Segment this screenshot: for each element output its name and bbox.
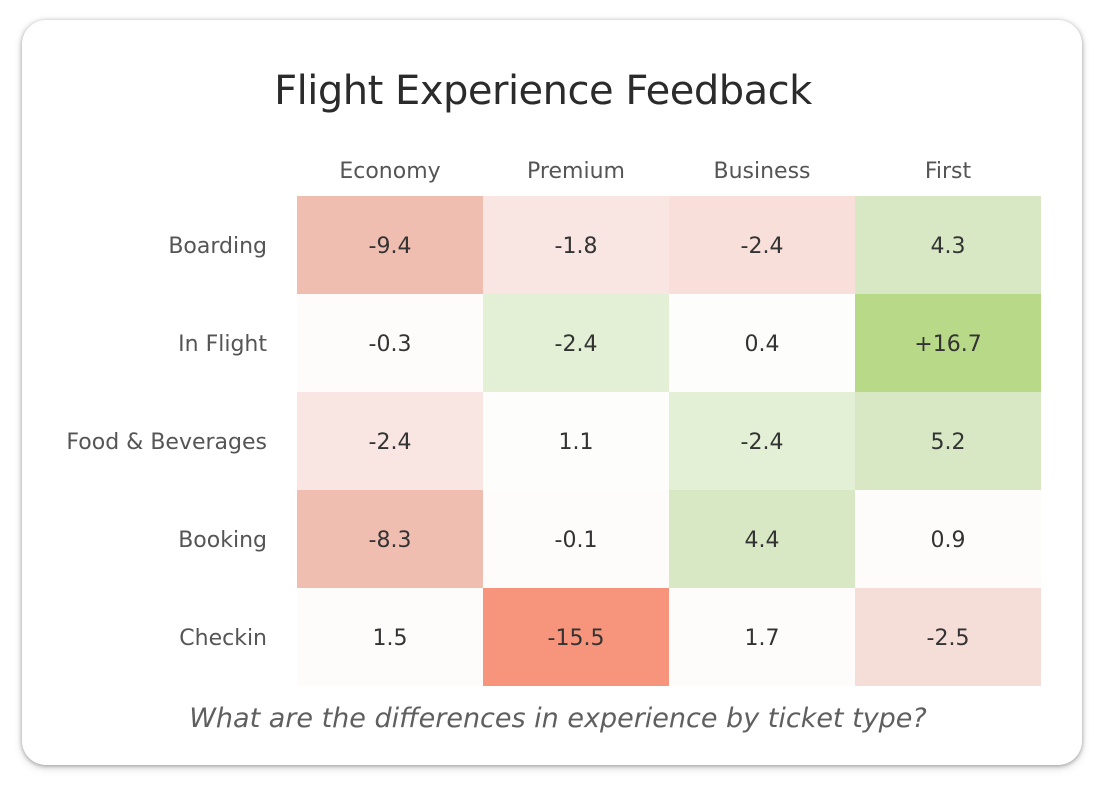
column-header-business: Business (713, 159, 810, 184)
column-headers: Economy Premium Business First (339, 159, 971, 184)
heatmap-cell-in-flight-premium (483, 294, 669, 392)
heatmap-cell-checkin-premium (483, 588, 669, 686)
heatmap-cells: -9.4 -1.8 -2.4 4.3 -0.3 -2.4 0.4 +16.7 -2.4 1.1 -2… (297, 196, 1041, 686)
row-header-booking: Booking (178, 528, 267, 553)
heatmap-cell-booking-premium (483, 490, 669, 588)
row-header-food-and-beverages: Food & Beverages (66, 430, 267, 455)
cell-value-label: -9.4 (369, 234, 412, 259)
cell-value-label: -1.8 (555, 234, 598, 259)
heatmap-cell-booking-business (669, 490, 855, 588)
heatmap-cell-in-flight-business (669, 294, 855, 392)
heatmap-cell-boarding-business (669, 196, 855, 294)
heatmap-cell-checkin-first (855, 588, 1041, 686)
row-headers: Boarding In Flight Food & Beverages Booking… (66, 234, 267, 651)
cell-value-label: -15.5 (548, 626, 605, 651)
cell-value-label: 1.5 (373, 626, 408, 651)
heatmap-cell-in-flight-first (855, 294, 1041, 392)
cell-value-label: -2.4 (741, 430, 784, 455)
heatmap-cell-boarding-first (855, 196, 1041, 294)
cell-value-label: 0.9 (931, 528, 966, 553)
cell-value-label: -2.5 (927, 626, 970, 651)
heatmap-cell-food-and-beverages-premium (483, 392, 669, 490)
heatmap-cell-booking-economy (297, 490, 483, 588)
cell-value-label: 0.4 (745, 332, 780, 357)
cell-value-label: -2.4 (369, 430, 412, 455)
cell-value-label: -8.3 (369, 528, 412, 553)
cell-value-label: -0.3 (369, 332, 412, 357)
cell-value-label: 1.1 (559, 430, 594, 455)
column-header-first: First (925, 159, 972, 184)
column-header-economy: Economy (339, 159, 440, 184)
heatmap-cell-food-and-beverages-first (855, 392, 1041, 490)
heatmap-cell-in-flight-economy (297, 294, 483, 392)
chart-subtitle: What are the differences in experience b… (189, 703, 927, 734)
cell-value-label: 1.7 (745, 626, 780, 651)
cell-value-label: 4.4 (745, 528, 780, 553)
cell-value-label: -2.4 (741, 234, 784, 259)
chart-title: Flight Experience Feedback (274, 68, 812, 114)
heatmap-cell-boarding-economy (297, 196, 483, 294)
row-header-checkin: Checkin (179, 626, 267, 651)
cell-value-label: -0.1 (555, 528, 598, 553)
heatmap-cell-boarding-premium (483, 196, 669, 294)
cell-value-label: 5.2 (931, 430, 966, 455)
row-header-boarding: Boarding (168, 234, 267, 259)
heatmap-cell-food-and-beverages-business (669, 392, 855, 490)
row-header-in-flight: In Flight (178, 332, 267, 357)
heatmap-cell-food-and-beverages-economy (297, 392, 483, 490)
cell-value-label: -2.4 (555, 332, 598, 357)
heatmap-cell-checkin-economy (297, 588, 483, 686)
heatmap-cell-booking-first (855, 490, 1041, 588)
cell-value-label: 4.3 (931, 234, 966, 259)
cell-value-label: +16.7 (914, 332, 981, 357)
heatmap-cell-checkin-business (669, 588, 855, 686)
column-header-premium: Premium (527, 159, 625, 184)
